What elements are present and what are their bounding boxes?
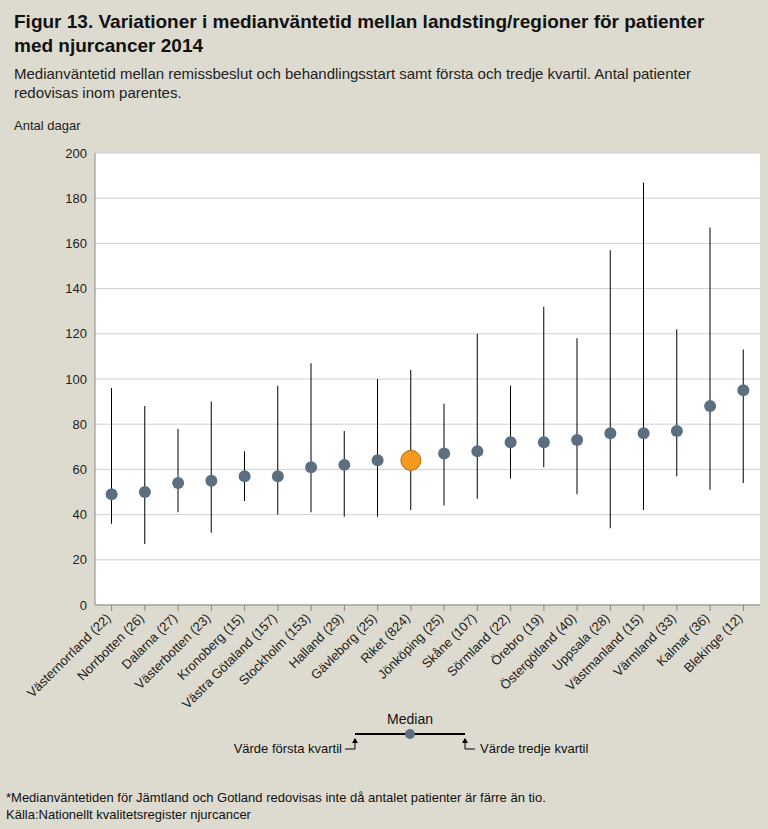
svg-text:Stockholm (153): Stockholm (153)	[235, 610, 314, 689]
svg-text:Västerbotten (23): Västerbotten (23)	[131, 610, 214, 693]
svg-text:20: 20	[73, 552, 87, 567]
svg-text:Blekinge (12): Blekinge (12)	[681, 611, 746, 676]
svg-text:Norrbotten (26): Norrbotten (26)	[74, 610, 147, 684]
html-text:Antal dagar: Antal dagar	[14, 118, 81, 133]
svg-text:Kronoberg (15): Kronoberg (15)	[174, 610, 247, 683]
svg-text:140: 140	[65, 281, 87, 296]
svg-text:Kalmar (36): Kalmar (36)	[653, 610, 713, 670]
svg-text:Värde första kvartil: Värde första kvartil	[234, 741, 342, 756]
html-text:Medianväntetid mellan remissbe: Medianväntetid mellan remissbeslut och b…	[14, 65, 691, 101]
svg-text:Västra Götaland (157): Västra Götaland (157)	[178, 610, 280, 712]
svg-text:100: 100	[65, 372, 87, 387]
svg-text:Västmanland (15): Västmanland (15)	[562, 610, 646, 694]
svg-text:Värmland (33): Värmland (33)	[610, 610, 679, 680]
svg-text:160: 160	[65, 236, 87, 251]
svg-text:40: 40	[73, 507, 87, 522]
svg-text:Östergötland (40): Östergötland (40)	[497, 610, 580, 693]
svg-text:Skåne (107): Skåne (107)	[418, 610, 480, 672]
svg-text:Uppsala (28): Uppsala (28)	[549, 610, 613, 674]
svg-text:Jönköping (25): Jönköping (25)	[374, 610, 447, 682]
svg-text:Västernorrland (22): Västernorrland (22)	[23, 610, 114, 701]
svg-text:Dalarna (27): Dalarna (27)	[118, 610, 181, 673]
svg-text:180: 180	[65, 191, 87, 206]
svg-text:Halland (29): Halland (29)	[285, 610, 347, 672]
svg-text:Örebro (19): Örebro (19)	[487, 610, 546, 669]
html-text:Källa:Nationellt kvalitetsregi: Källa:Nationellt kvalitetsregister njurc…	[6, 807, 251, 822]
svg-text:Värde tredje kvartil: Värde tredje kvartil	[480, 741, 588, 756]
svg-text:200: 200	[65, 146, 87, 161]
svg-text:120: 120	[65, 326, 87, 341]
svg-text:60: 60	[73, 462, 87, 477]
html-text:*Medianväntetiden för Jämtland: *Medianväntetiden för Jämtland och Gotla…	[6, 790, 546, 805]
svg-text:Riket (824): Riket (824)	[357, 610, 413, 667]
svg-text:80: 80	[73, 417, 87, 432]
svg-text:0: 0	[80, 598, 87, 613]
svg-text:Gävleborg (25): Gävleborg (25)	[307, 610, 380, 683]
svg-text:Sörmland (22): Sörmland (22)	[443, 610, 513, 680]
svg-text:Median: Median	[387, 711, 433, 727]
html-text:Figur 13. Variationer i median: Figur 13. Variationer i medianväntetid m…	[14, 11, 705, 56]
